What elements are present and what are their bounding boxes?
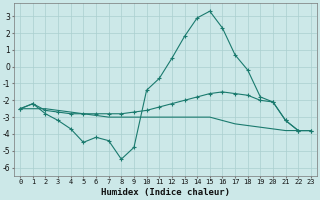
X-axis label: Humidex (Indice chaleur): Humidex (Indice chaleur) (101, 188, 230, 197)
